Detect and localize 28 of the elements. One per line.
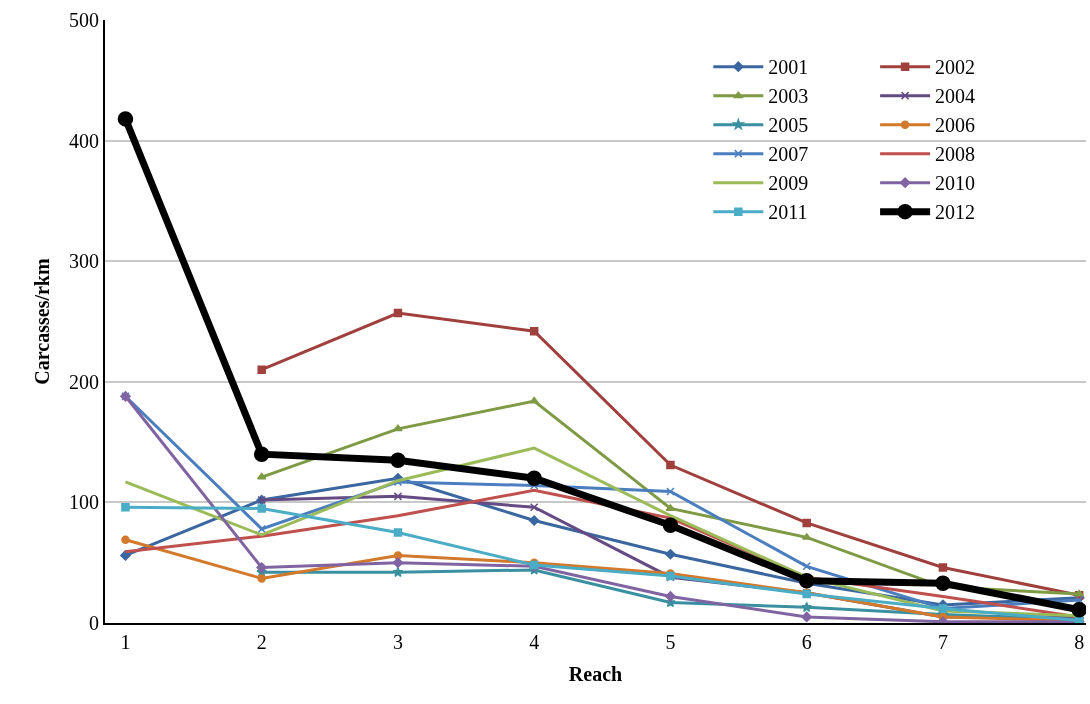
legend-label: 2004 — [935, 85, 976, 108]
x-tick-label: 8 — [1074, 631, 1085, 653]
x-tick-label: 3 — [392, 631, 403, 653]
legend-label: 2003 — [768, 85, 809, 108]
legend-label: 2002 — [935, 56, 976, 79]
y-tick-label: 0 — [89, 612, 99, 634]
y-tick-label: 500 — [69, 9, 99, 31]
legend-label: 2005 — [768, 114, 809, 137]
x-tick-label: 7 — [937, 631, 948, 653]
legend-label: 2007 — [768, 143, 809, 166]
x-tick-label: 4 — [529, 631, 540, 653]
x-axis-title: Reach — [568, 663, 623, 685]
x-tick-label: 1 — [120, 631, 131, 653]
legend-label: 2008 — [935, 143, 976, 166]
legend-label: 2011 — [768, 201, 808, 224]
legend-label: 2009 — [768, 172, 809, 195]
legend-label: 2010 — [935, 172, 976, 195]
x-tick-label: 5 — [665, 631, 676, 653]
y-tick-label: 400 — [69, 129, 99, 152]
legend-label: 2012 — [935, 201, 976, 224]
x-tick-label: 6 — [801, 631, 812, 653]
y-tick-label: 100 — [69, 491, 99, 514]
legend-label: 2006 — [935, 114, 976, 137]
y-tick-label: 200 — [69, 370, 99, 393]
x-tick-label: 2 — [256, 631, 267, 653]
y-tick-label: 300 — [69, 250, 99, 273]
y-axis-title: Carcasses/rkm — [31, 258, 53, 385]
legend-label: 2001 — [768, 56, 809, 79]
